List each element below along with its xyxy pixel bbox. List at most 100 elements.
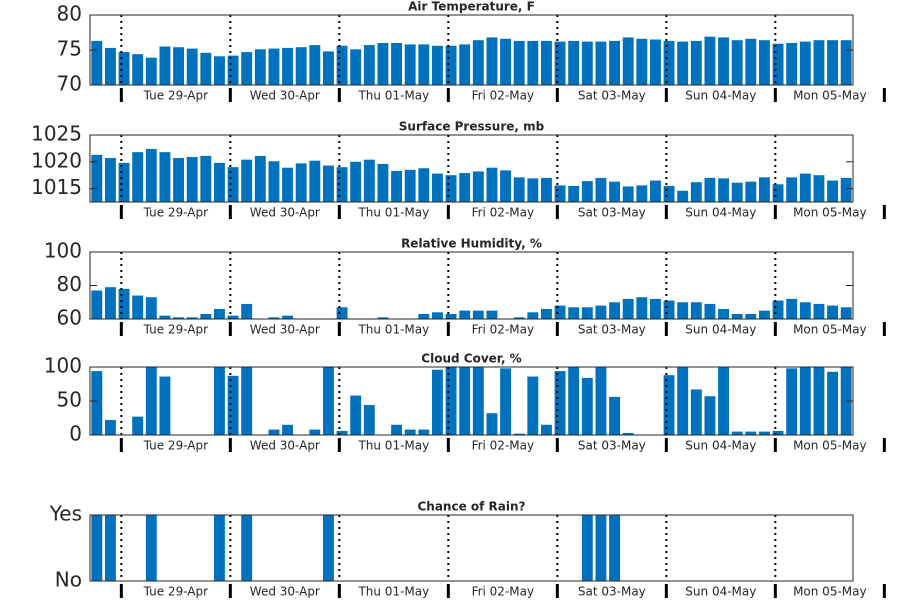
x-tick-label: Thu 01-May xyxy=(357,439,429,453)
x-tick-label: Sat 03-May xyxy=(578,89,646,103)
bar xyxy=(295,163,307,202)
bar xyxy=(581,377,593,435)
bar xyxy=(91,40,103,85)
bar xyxy=(758,40,770,85)
bar xyxy=(459,44,471,85)
bar xyxy=(663,300,675,319)
bar xyxy=(690,302,702,319)
bar xyxy=(91,515,103,581)
bar xyxy=(104,515,116,581)
bar xyxy=(173,317,185,319)
bar xyxy=(282,424,294,435)
bar xyxy=(690,40,702,85)
x-tick-label: Fri 02-May xyxy=(472,439,535,453)
bar xyxy=(745,313,757,319)
bar xyxy=(459,310,471,319)
bar xyxy=(350,395,362,435)
bar xyxy=(554,41,566,85)
bar xyxy=(268,48,280,85)
bar xyxy=(649,298,661,319)
bar xyxy=(840,307,852,319)
bar xyxy=(159,46,171,85)
bar xyxy=(677,302,689,319)
bar xyxy=(145,297,157,319)
y-tick-label: 1025 xyxy=(31,122,82,146)
bar xyxy=(322,165,334,202)
bar xyxy=(336,307,348,319)
bar xyxy=(527,40,539,85)
bar xyxy=(663,375,675,435)
bar xyxy=(786,298,798,319)
bar xyxy=(227,315,239,319)
bar xyxy=(132,416,144,435)
bar xyxy=(758,310,770,319)
bar xyxy=(718,367,730,435)
bar xyxy=(731,313,743,319)
bar xyxy=(350,49,362,85)
bar xyxy=(568,40,580,85)
bar xyxy=(704,177,716,202)
bar xyxy=(513,433,525,435)
bar xyxy=(731,182,743,202)
bar xyxy=(690,389,702,435)
bar xyxy=(704,396,716,435)
y-tick-label: 0 xyxy=(69,422,82,446)
y-tick-label: 60 xyxy=(57,306,82,330)
bar xyxy=(132,152,144,202)
bar xyxy=(404,44,416,85)
y-tick-label: 50 xyxy=(57,388,82,412)
bar xyxy=(840,40,852,85)
y-tick-label: 1015 xyxy=(31,175,82,199)
bar xyxy=(200,313,212,319)
x-tick-label: Sun 04-May xyxy=(685,439,756,453)
bar xyxy=(145,148,157,202)
bar xyxy=(513,177,525,202)
bar xyxy=(377,163,389,202)
x-tick-label: Sun 04-May xyxy=(685,323,756,337)
bar xyxy=(677,41,689,85)
bar xyxy=(431,369,443,435)
bar xyxy=(595,41,607,85)
bar xyxy=(540,424,552,435)
bar xyxy=(472,40,484,85)
bar xyxy=(213,56,225,85)
x-tick-label: Tue 29-Apr xyxy=(143,89,208,103)
bar xyxy=(445,367,457,435)
axes-frame xyxy=(89,514,854,582)
y-tick-label: 75 xyxy=(57,37,82,61)
bar xyxy=(745,431,757,435)
bar xyxy=(772,430,784,435)
bar xyxy=(173,47,185,85)
bar xyxy=(813,303,825,319)
bar xyxy=(581,307,593,319)
bar xyxy=(758,431,770,435)
bar xyxy=(609,396,621,435)
bar xyxy=(241,303,253,319)
bar xyxy=(132,54,144,85)
bar xyxy=(159,315,171,319)
x-tick-label: Thu 01-May xyxy=(357,89,429,103)
bar xyxy=(431,312,443,319)
bar xyxy=(132,295,144,319)
bar xyxy=(418,313,430,319)
bar xyxy=(268,317,280,319)
bar xyxy=(786,43,798,85)
bar xyxy=(104,287,116,319)
bar xyxy=(459,367,471,435)
bar xyxy=(731,40,743,85)
y-tick-label: 1020 xyxy=(31,148,82,172)
bar xyxy=(581,515,593,581)
bar xyxy=(322,515,334,581)
bar xyxy=(486,310,498,319)
bar xyxy=(840,177,852,202)
x-tick-label: Sun 04-May xyxy=(685,585,756,599)
bar xyxy=(445,45,457,85)
bar xyxy=(704,303,716,319)
bar xyxy=(704,36,716,85)
bar xyxy=(649,180,661,202)
bar xyxy=(472,367,484,435)
x-tick-label: Tue 29-Apr xyxy=(143,206,208,220)
bar xyxy=(227,375,239,435)
x-tick-label: Mon 05-May xyxy=(793,206,867,220)
y-tick-label: 80 xyxy=(57,272,82,296)
